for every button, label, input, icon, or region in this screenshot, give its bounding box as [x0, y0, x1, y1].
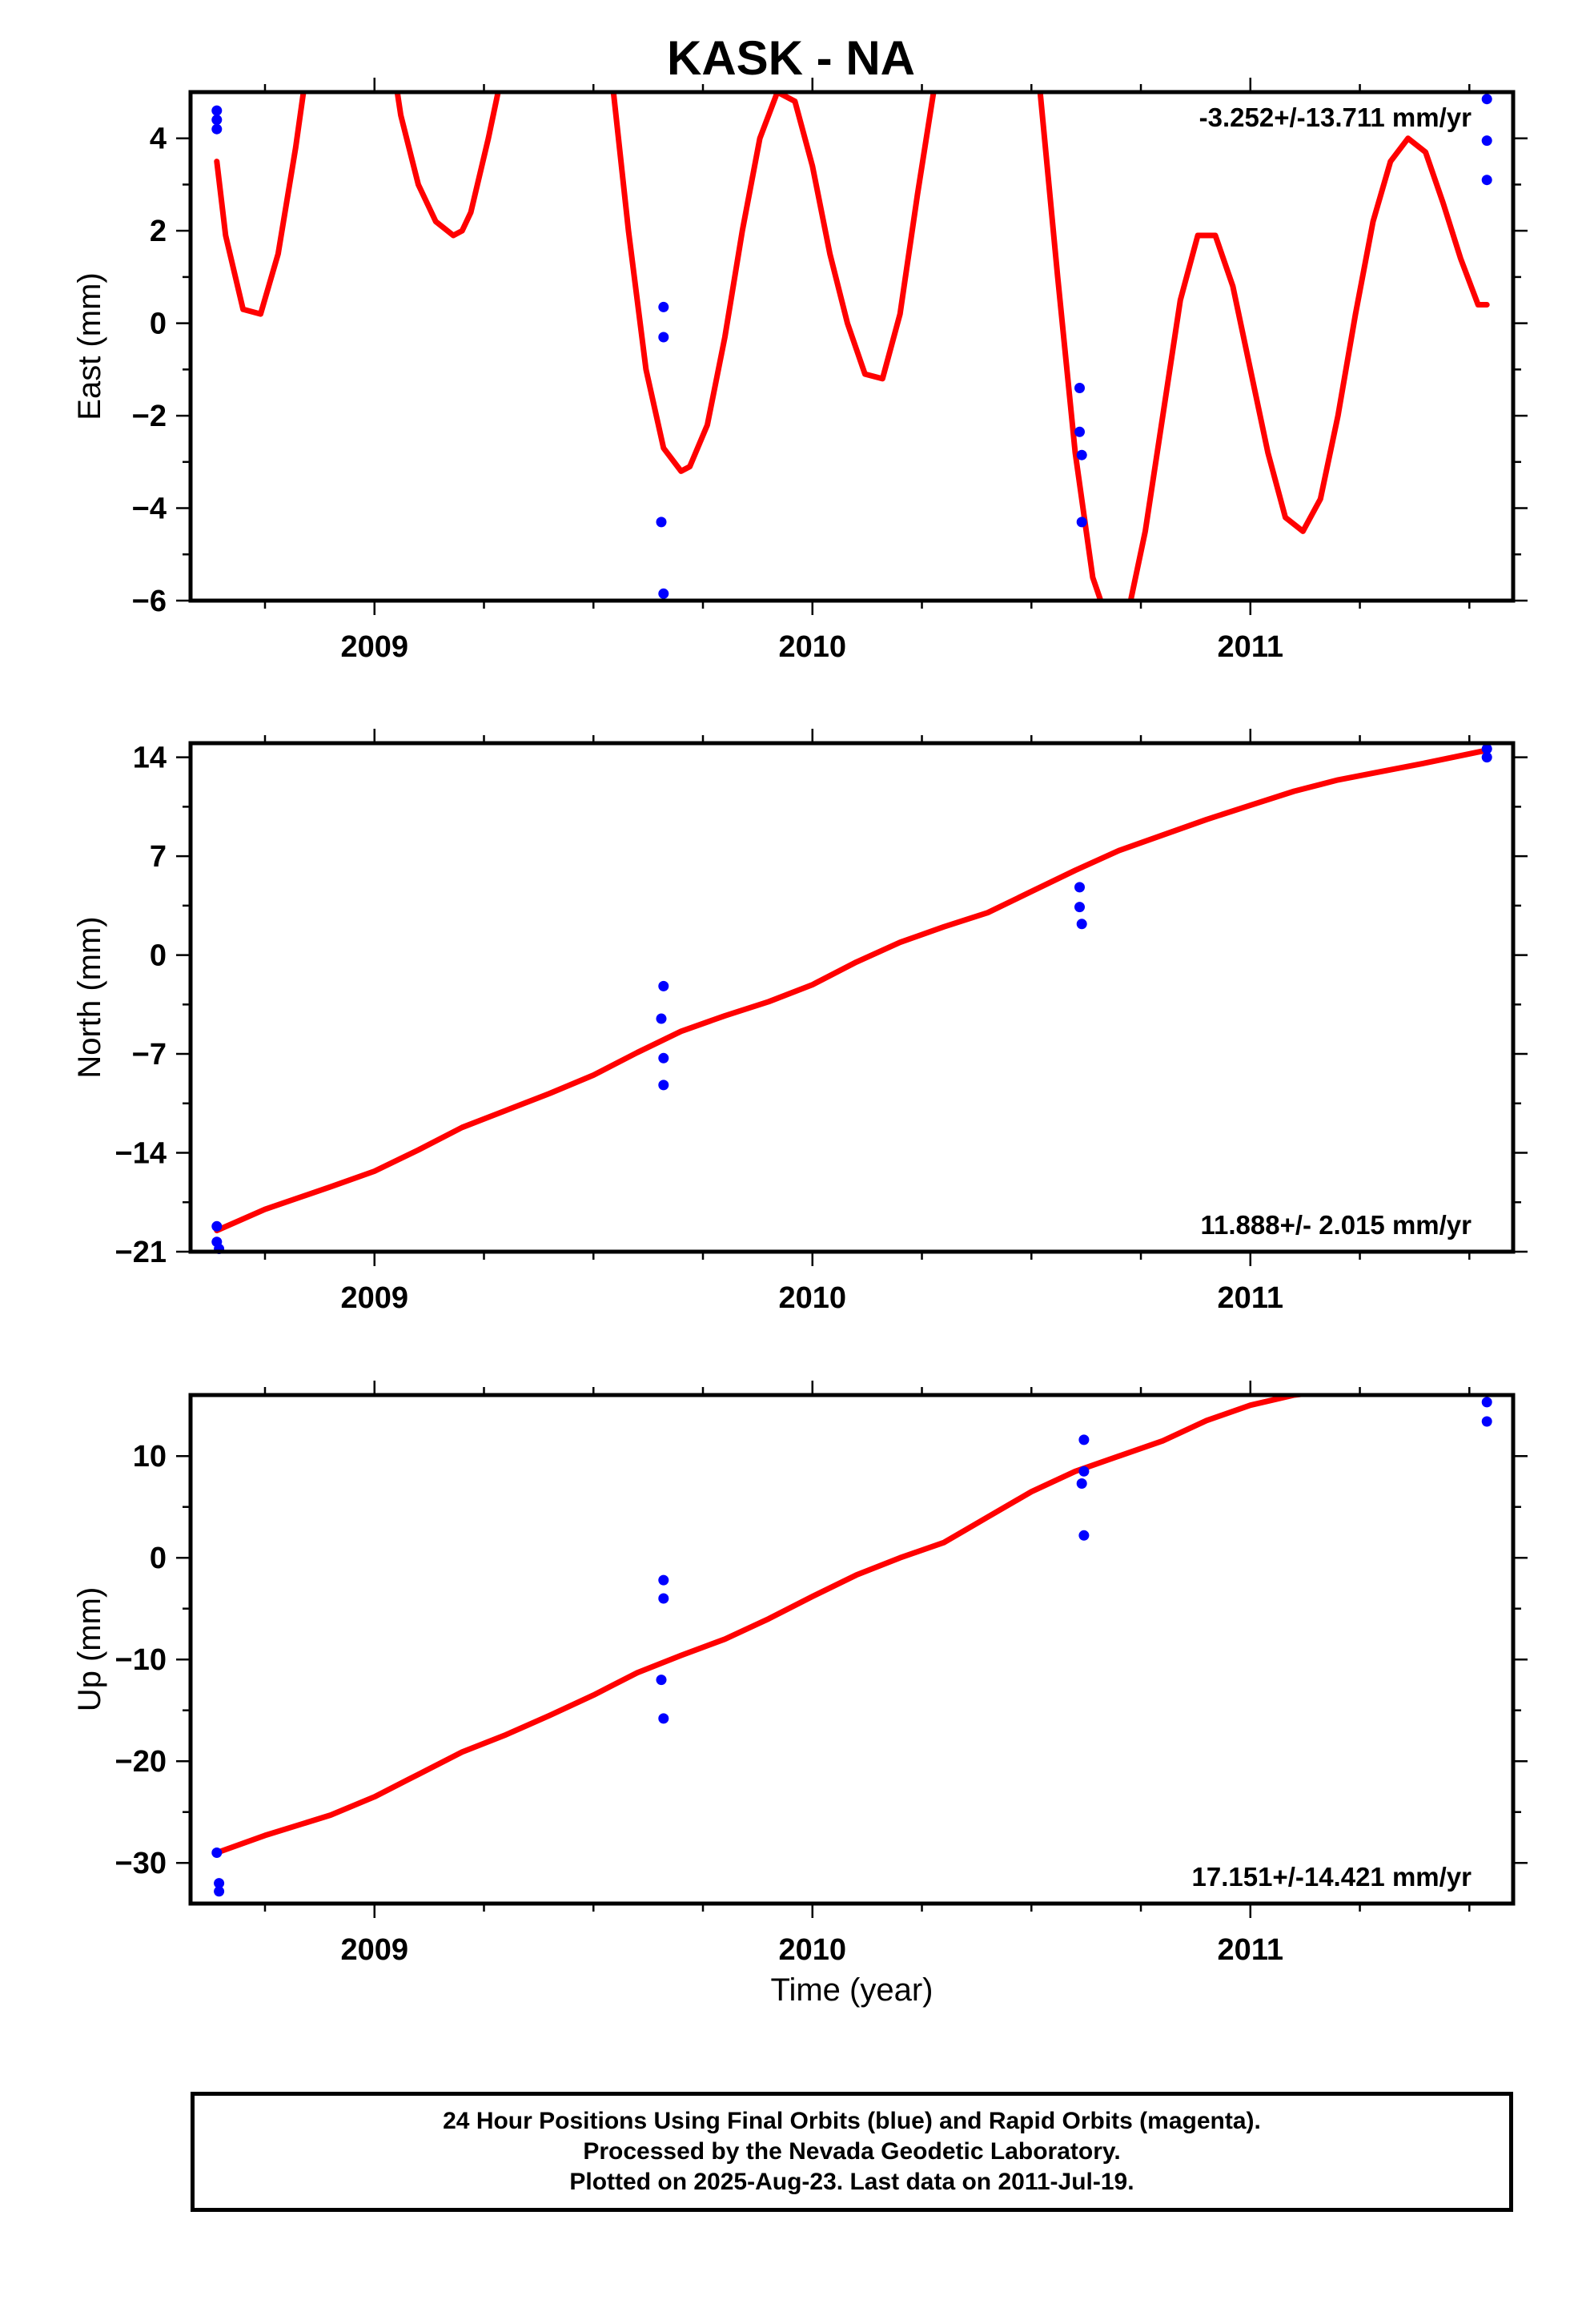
x-tick-label-up: 2009	[340, 1933, 408, 1967]
data-point-east-3	[658, 301, 669, 312]
x-axis-label: Time (year)	[771, 1972, 934, 2008]
velocity-label-east: -3.252+/-13.711 mm/yr	[1199, 103, 1472, 132]
plot-frame-east	[188, 90, 1516, 603]
y-tick-label-up: −30	[115, 1847, 167, 1880]
y-tick-label-up: −20	[115, 1745, 167, 1779]
x-tick-label-up: 2011	[1218, 1933, 1283, 1967]
x-tick-label-north: 2009	[340, 1281, 408, 1315]
y-axis-label-east: East (mm)	[72, 272, 107, 420]
y-tick-label-east: 0	[150, 308, 167, 341]
data-point-north-3	[658, 980, 669, 991]
data-point-up-7	[1078, 1434, 1090, 1445]
data-point-east-10	[1076, 517, 1087, 528]
data-point-east-6	[658, 588, 669, 599]
data-point-up-1	[214, 1878, 225, 1889]
x-tick-label-north: 2010	[778, 1281, 846, 1315]
y-tick-label-north: 0	[150, 939, 167, 973]
data-point-up-9	[1076, 1478, 1087, 1489]
data-point-north-6	[658, 1080, 669, 1091]
data-point-east-0	[211, 105, 223, 116]
y-tick-label-up: −10	[115, 1643, 167, 1677]
plot-frame-up	[188, 1393, 1516, 1906]
data-point-east-12	[1481, 135, 1492, 147]
y-tick-label-up: 0	[150, 1542, 167, 1575]
fit-line-north	[214, 747, 1490, 1233]
data-point-north-9	[1076, 919, 1087, 930]
data-point-east-7	[1074, 383, 1085, 393]
footer-line-2: Processed by the Nevada Geodetic Laborat…	[583, 2138, 1121, 2165]
data-point-north-7	[1074, 882, 1085, 893]
y-tick-label-north: −21	[115, 1236, 167, 1269]
y-axis-label-north: North (mm)	[72, 916, 107, 1078]
plot-frame-north	[188, 741, 1516, 1254]
data-point-up-0	[211, 1848, 223, 1858]
footer-line-3: Plotted on 2025-Aug-23. Last data on 201…	[569, 2169, 1134, 2195]
y-tick-label-east: −6	[132, 585, 167, 618]
velocity-label-north: 11.888+/- 2.015 mm/yr	[1200, 1210, 1472, 1240]
footer-box: 24 Hour Positions Using Final Orbits (bl…	[191, 2092, 1513, 2212]
x-tick-label-east: 2010	[778, 630, 846, 664]
data-point-north-10	[1481, 743, 1492, 754]
x-tick-label-north: 2011	[1218, 1281, 1283, 1315]
panel-up: 2009 2010 2011 −30 −20 −10 0 10 Up (mm) 17.151+/-…	[72, 1381, 1528, 1967]
data-point-east-8	[1074, 426, 1085, 437]
page-title: KASK - NA	[667, 31, 915, 85]
panel-north: 2009 2010 2011 −21 −14 −7 0 7 14 North (mm) 11.888…	[72, 729, 1528, 1315]
data-point-up-5	[656, 1675, 667, 1686]
y-tick-label-east: −2	[132, 400, 167, 433]
data-point-east-9	[1076, 449, 1087, 460]
data-point-east-2	[211, 123, 223, 135]
data-point-north-4	[656, 1013, 667, 1024]
panel-east: 2009 2010 2011 −6 −4 −2 0 2 4 East (mm) -3.252+/-1…	[72, 78, 1528, 664]
data-point-east-13	[1481, 175, 1492, 186]
data-point-north-0	[211, 1220, 223, 1232]
data-point-east-11	[1481, 94, 1492, 105]
data-point-east-1	[211, 115, 223, 126]
y-tick-label-north: 7	[150, 840, 167, 874]
data-point-up-8	[1078, 1466, 1090, 1477]
data-point-up-6	[658, 1713, 669, 1724]
y-tick-label-north: −7	[132, 1038, 167, 1072]
y-tick-label-up: 10	[133, 1440, 167, 1474]
y-tick-label-north: −14	[115, 1137, 167, 1171]
data-point-up-10	[1078, 1530, 1090, 1541]
y-axis-label-up: Up (mm)	[72, 1587, 107, 1712]
y-tick-label-east: 2	[150, 215, 167, 248]
data-point-east-5	[656, 517, 667, 528]
data-point-up-11	[1481, 1397, 1492, 1408]
y-tick-label-north: 14	[133, 742, 167, 775]
data-point-north-8	[1074, 902, 1085, 913]
x-tick-label-east: 2009	[340, 630, 408, 664]
fit-line-up	[214, 1395, 1319, 1856]
y-tick-label-east: −4	[132, 493, 167, 526]
x-tick-label-east: 2011	[1218, 630, 1283, 664]
velocity-label-up: 17.151+/-14.421 mm/yr	[1191, 1862, 1472, 1892]
footer-line-1: 24 Hour Positions Using Final Orbits (bl…	[443, 2108, 1261, 2134]
data-point-north-5	[658, 1052, 669, 1063]
data-point-up-12	[1481, 1416, 1492, 1427]
data-point-up-4	[658, 1593, 669, 1604]
data-point-up-2	[214, 1886, 225, 1897]
y-tick-label-east: 4	[150, 123, 167, 156]
data-point-north-11	[1481, 752, 1492, 763]
data-point-east-4	[658, 332, 669, 343]
x-tick-label-up: 2010	[778, 1933, 846, 1967]
data-point-up-3	[658, 1574, 669, 1586]
fit-line-east	[214, 92, 1490, 601]
